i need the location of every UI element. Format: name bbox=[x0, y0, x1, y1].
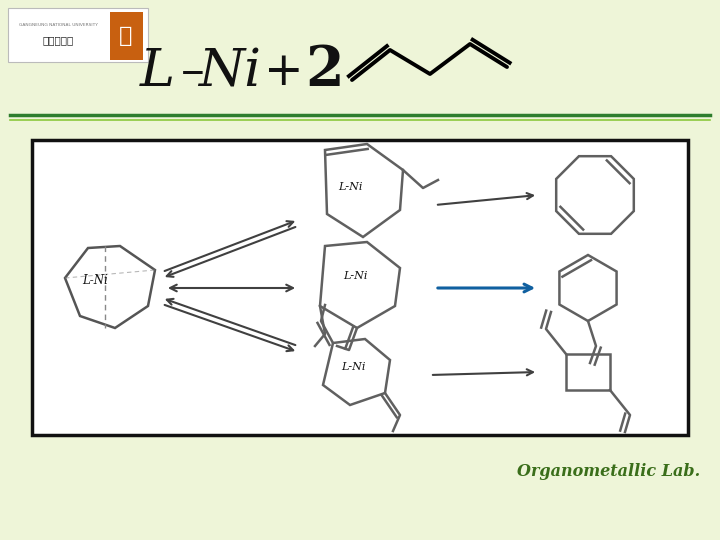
Polygon shape bbox=[320, 242, 400, 328]
Text: 2: 2 bbox=[306, 43, 344, 98]
Text: L-Ni: L-Ni bbox=[82, 273, 108, 287]
Bar bbox=[32, 140, 688, 435]
Polygon shape bbox=[566, 354, 610, 390]
Polygon shape bbox=[323, 339, 390, 405]
Text: +: + bbox=[264, 49, 304, 94]
Text: GANGNEUNG NATIONAL UNIVERSITY: GANGNEUNG NATIONAL UNIVERSITY bbox=[19, 23, 97, 27]
Text: Ni: Ni bbox=[199, 46, 261, 98]
Text: 品: 品 bbox=[120, 26, 132, 46]
Bar bbox=[8, 8, 148, 62]
Text: Organometallic Lab.: Organometallic Lab. bbox=[517, 463, 700, 481]
Text: L-Ni: L-Ni bbox=[338, 182, 362, 192]
Text: L: L bbox=[140, 46, 174, 98]
Text: L-Ni: L-Ni bbox=[341, 362, 365, 372]
Bar bbox=[110, 12, 143, 60]
Text: 강릉대학교: 강릉대학교 bbox=[42, 35, 73, 45]
Polygon shape bbox=[325, 144, 403, 237]
Polygon shape bbox=[65, 246, 155, 328]
Text: –: – bbox=[181, 49, 205, 94]
Text: L-Ni: L-Ni bbox=[343, 271, 367, 281]
Polygon shape bbox=[559, 255, 616, 321]
Polygon shape bbox=[556, 156, 634, 234]
